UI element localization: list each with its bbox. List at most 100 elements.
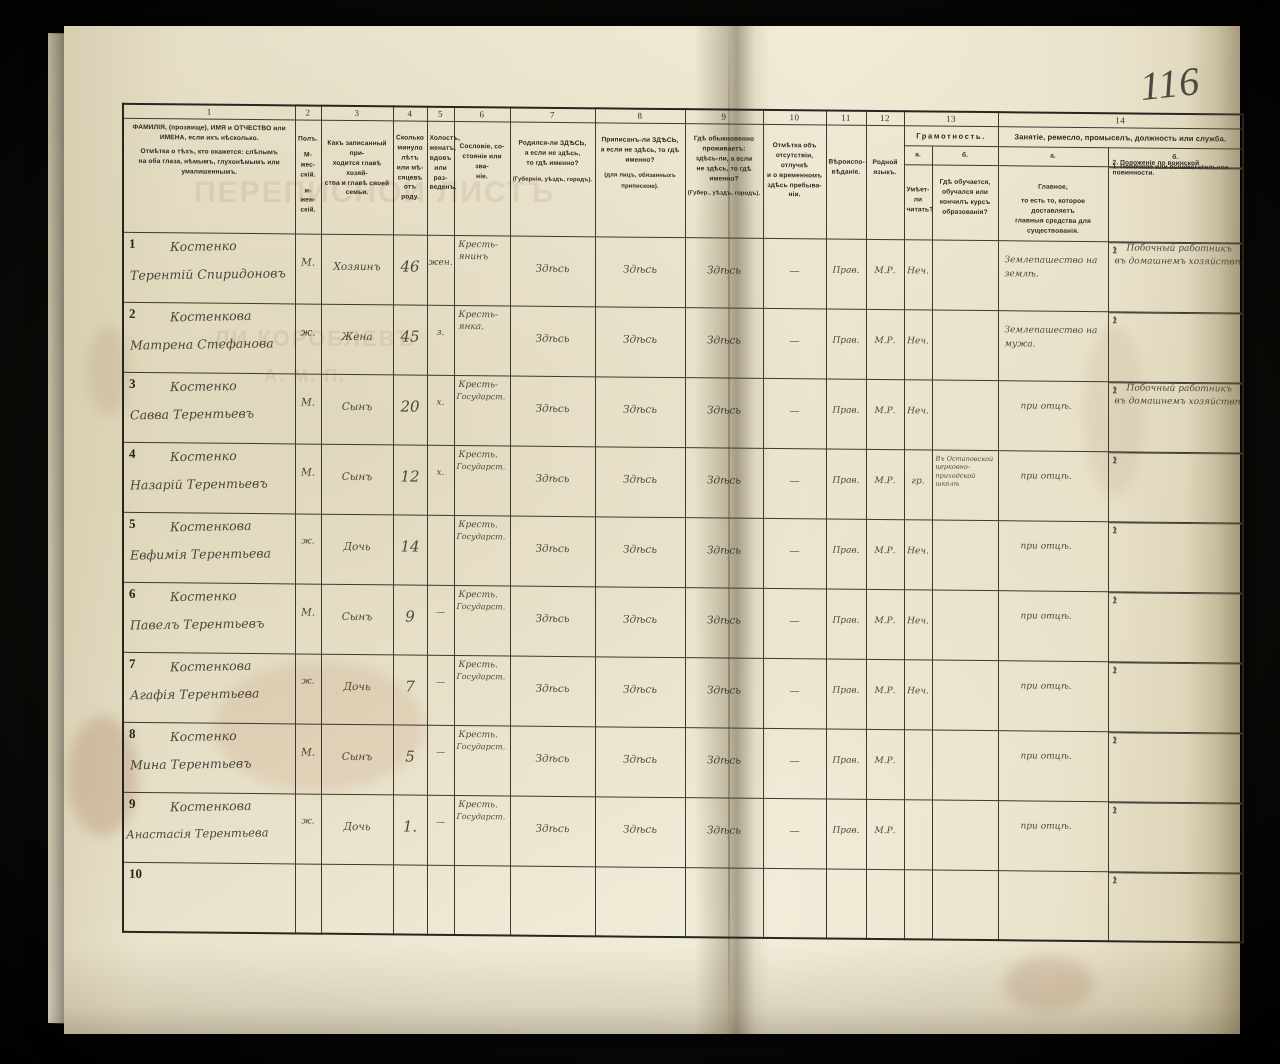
- cell-literacy-4[interactable]: гр.: [904, 449, 932, 520]
- cell-relation-2[interactable]: Жена: [321, 303, 393, 375]
- cell-language-3[interactable]: М.Р.: [866, 379, 904, 450]
- cell-occupation-7[interactable]: при отцѣ.: [998, 660, 1108, 732]
- cell-education-6[interactable]: [932, 589, 998, 661]
- cell-absence-4[interactable]: —: [763, 448, 826, 519]
- cell-language-7[interactable]: М.Р.: [866, 659, 904, 730]
- cell-relation-7[interactable]: Дочь: [321, 653, 393, 725]
- cell-birthplace-2[interactable]: Здѣсь: [510, 305, 595, 377]
- cell-name-8[interactable]: 8 Костенко Мина Терентьевъ: [123, 722, 295, 794]
- cell-occupation-3[interactable]: при отцѣ.: [998, 380, 1108, 452]
- cell-sex-6[interactable]: М.: [295, 583, 321, 654]
- cell-birthplace-10[interactable]: [510, 865, 595, 937]
- cell-language-8[interactable]: М.Р.: [866, 729, 904, 800]
- cell-absence-2[interactable]: —: [763, 308, 826, 379]
- cell-registration-1[interactable]: Здѣсь: [595, 236, 685, 308]
- cell-occupation-6[interactable]: при отцѣ.: [998, 590, 1108, 662]
- cell-birthplace-6[interactable]: Здѣсь: [510, 585, 595, 657]
- cell-education-5[interactable]: [932, 519, 998, 591]
- cell-age-4[interactable]: 12: [393, 444, 427, 515]
- cell-education-7[interactable]: [932, 659, 998, 731]
- cell-literacy-3[interactable]: Неч.: [904, 379, 932, 450]
- cell-sex-4[interactable]: М.: [295, 443, 321, 514]
- cell-sex-9[interactable]: ж.: [295, 793, 321, 864]
- cell-registration-6[interactable]: Здѣсь: [595, 586, 685, 658]
- cell-religion-4[interactable]: Прав.: [826, 448, 866, 520]
- cell-birthplace-8[interactable]: Здѣсь: [510, 725, 595, 797]
- cell-education-3[interactable]: [932, 379, 998, 451]
- cell-birthplace-1[interactable]: Здѣсь: [510, 235, 595, 307]
- cell-education-8[interactable]: [932, 729, 998, 801]
- cell-occupation-1[interactable]: Землепашество на землѣ.: [998, 240, 1108, 312]
- cell-relation-3[interactable]: Сынъ: [321, 373, 393, 445]
- cell-name-2[interactable]: 2 Костенкова Матрена Стефанова: [123, 302, 295, 374]
- cell-marital-8[interactable]: —: [427, 724, 454, 796]
- cell-absence-8[interactable]: —: [763, 728, 826, 799]
- cell-marital-1[interactable]: жен.: [427, 234, 454, 306]
- cell-language-5[interactable]: М.Р.: [866, 519, 904, 590]
- cell-marital-6[interactable]: —: [427, 584, 454, 656]
- cell-absence-3[interactable]: —: [763, 378, 826, 449]
- cell-religion-6[interactable]: Прав.: [826, 588, 866, 660]
- cell-sex-3[interactable]: М.: [295, 373, 321, 444]
- cell-religion-5[interactable]: Прав.: [826, 518, 866, 590]
- cell-literacy-2[interactable]: Неч.: [904, 309, 932, 380]
- cell-age-10[interactable]: [393, 864, 427, 935]
- table-row[interactable]: 2 Костенкова Матрена Стефанова ж. Жена 4…: [123, 302, 1243, 383]
- cell-marital-2[interactable]: з.: [427, 304, 454, 376]
- cell-name-4[interactable]: 4 Костенко Назарiй Терентьевъ: [123, 442, 295, 514]
- cell-relation-8[interactable]: Сынъ: [321, 723, 393, 795]
- cell-religion-8[interactable]: Прав.: [826, 728, 866, 800]
- cell-marital-4[interactable]: х.: [427, 444, 454, 516]
- cell-name-7[interactable]: 7 Костенкова Агафiя Терентьева: [123, 652, 295, 724]
- cell-age-2[interactable]: 45: [393, 304, 427, 375]
- cell-age-6[interactable]: 9: [393, 584, 427, 655]
- cell-education-10[interactable]: [932, 869, 998, 941]
- cell-birthplace-5[interactable]: Здѣсь: [510, 515, 595, 587]
- table-row[interactable]: 1 Костенко Терентiй Спиридоновъ М. Хозяи…: [123, 232, 1243, 313]
- cell-relation-9[interactable]: Дочь: [321, 793, 393, 865]
- cell-birthplace-4[interactable]: Здѣсь: [510, 445, 595, 517]
- cell-language-1[interactable]: М.Р.: [866, 239, 904, 310]
- cell-religion-9[interactable]: Прав.: [826, 798, 866, 870]
- table-row[interactable]: 4 Костенко Назарiй Терентьевъ М. Сынъ 12…: [123, 442, 1243, 523]
- cell-birthplace-7[interactable]: Здѣсь: [510, 655, 595, 727]
- cell-absence-6[interactable]: —: [763, 588, 826, 659]
- table-row[interactable]: 3 Костенко Савва Терентьевъ М. Сынъ 20 х…: [123, 372, 1243, 453]
- cell-estate-2[interactable]: Кресть- янка.: [454, 305, 510, 376]
- cell-name-3[interactable]: 3 Костенко Савва Терентьевъ: [123, 372, 295, 444]
- cell-relation-5[interactable]: Дочь: [321, 513, 393, 585]
- cell-occupation-5[interactable]: при отцѣ.: [998, 520, 1108, 592]
- cell-education-4[interactable]: Въ Остаповской церковно-приходской школѣ: [932, 449, 998, 521]
- cell-literacy-8[interactable]: [904, 729, 932, 800]
- cell-age-7[interactable]: 7: [393, 654, 427, 725]
- cell-occupation-2[interactable]: Землепашество на мужа.: [998, 310, 1108, 382]
- cell-occupation-9[interactable]: при отцѣ.: [998, 800, 1108, 872]
- cell-registration-10[interactable]: [595, 866, 685, 938]
- cell-religion-1[interactable]: Прав.: [826, 238, 866, 310]
- cell-education-1[interactable]: [932, 239, 998, 311]
- cell-residence-5[interactable]: Здѣсь: [685, 517, 763, 589]
- cell-birthplace-3[interactable]: Здѣсь: [510, 375, 595, 447]
- cell-marital-5[interactable]: [427, 514, 454, 586]
- cell-residence-4[interactable]: Здѣсь: [685, 447, 763, 519]
- table-row[interactable]: 10: [123, 862, 1243, 943]
- cell-marital-10[interactable]: [427, 864, 454, 936]
- cell-relation-10[interactable]: [321, 863, 393, 935]
- cell-age-1[interactable]: 46: [393, 234, 427, 305]
- cell-literacy-7[interactable]: Неч.: [904, 659, 932, 730]
- cell-education-2[interactable]: [932, 309, 998, 381]
- table-row[interactable]: 8 Костенко Мина Терентьевъ М. Сынъ 5 — К…: [123, 722, 1243, 803]
- cell-sex-2[interactable]: ж.: [295, 303, 321, 374]
- cell-sex-8[interactable]: М.: [295, 723, 321, 794]
- cell-religion-2[interactable]: Прав.: [826, 308, 866, 380]
- table-row[interactable]: 6 Костенко Павелъ Терентьевъ М. Сынъ 9 —…: [123, 582, 1243, 663]
- cell-absence-1[interactable]: —: [763, 238, 826, 309]
- cell-absence-5[interactable]: —: [763, 518, 826, 589]
- cell-name-9[interactable]: 9 Костенкова Анастасiя Терентьева: [123, 792, 295, 864]
- cell-estate-5[interactable]: Кресть. Государст.: [454, 515, 510, 586]
- cell-absence-9[interactable]: —: [763, 798, 826, 869]
- table-row[interactable]: 5 Костенкова Евфимiя Терентьева ж. Дочь …: [123, 512, 1243, 593]
- cell-name-10[interactable]: 10: [123, 862, 295, 934]
- cell-religion-7[interactable]: Прав.: [826, 658, 866, 730]
- cell-sex-5[interactable]: ж.: [295, 513, 321, 584]
